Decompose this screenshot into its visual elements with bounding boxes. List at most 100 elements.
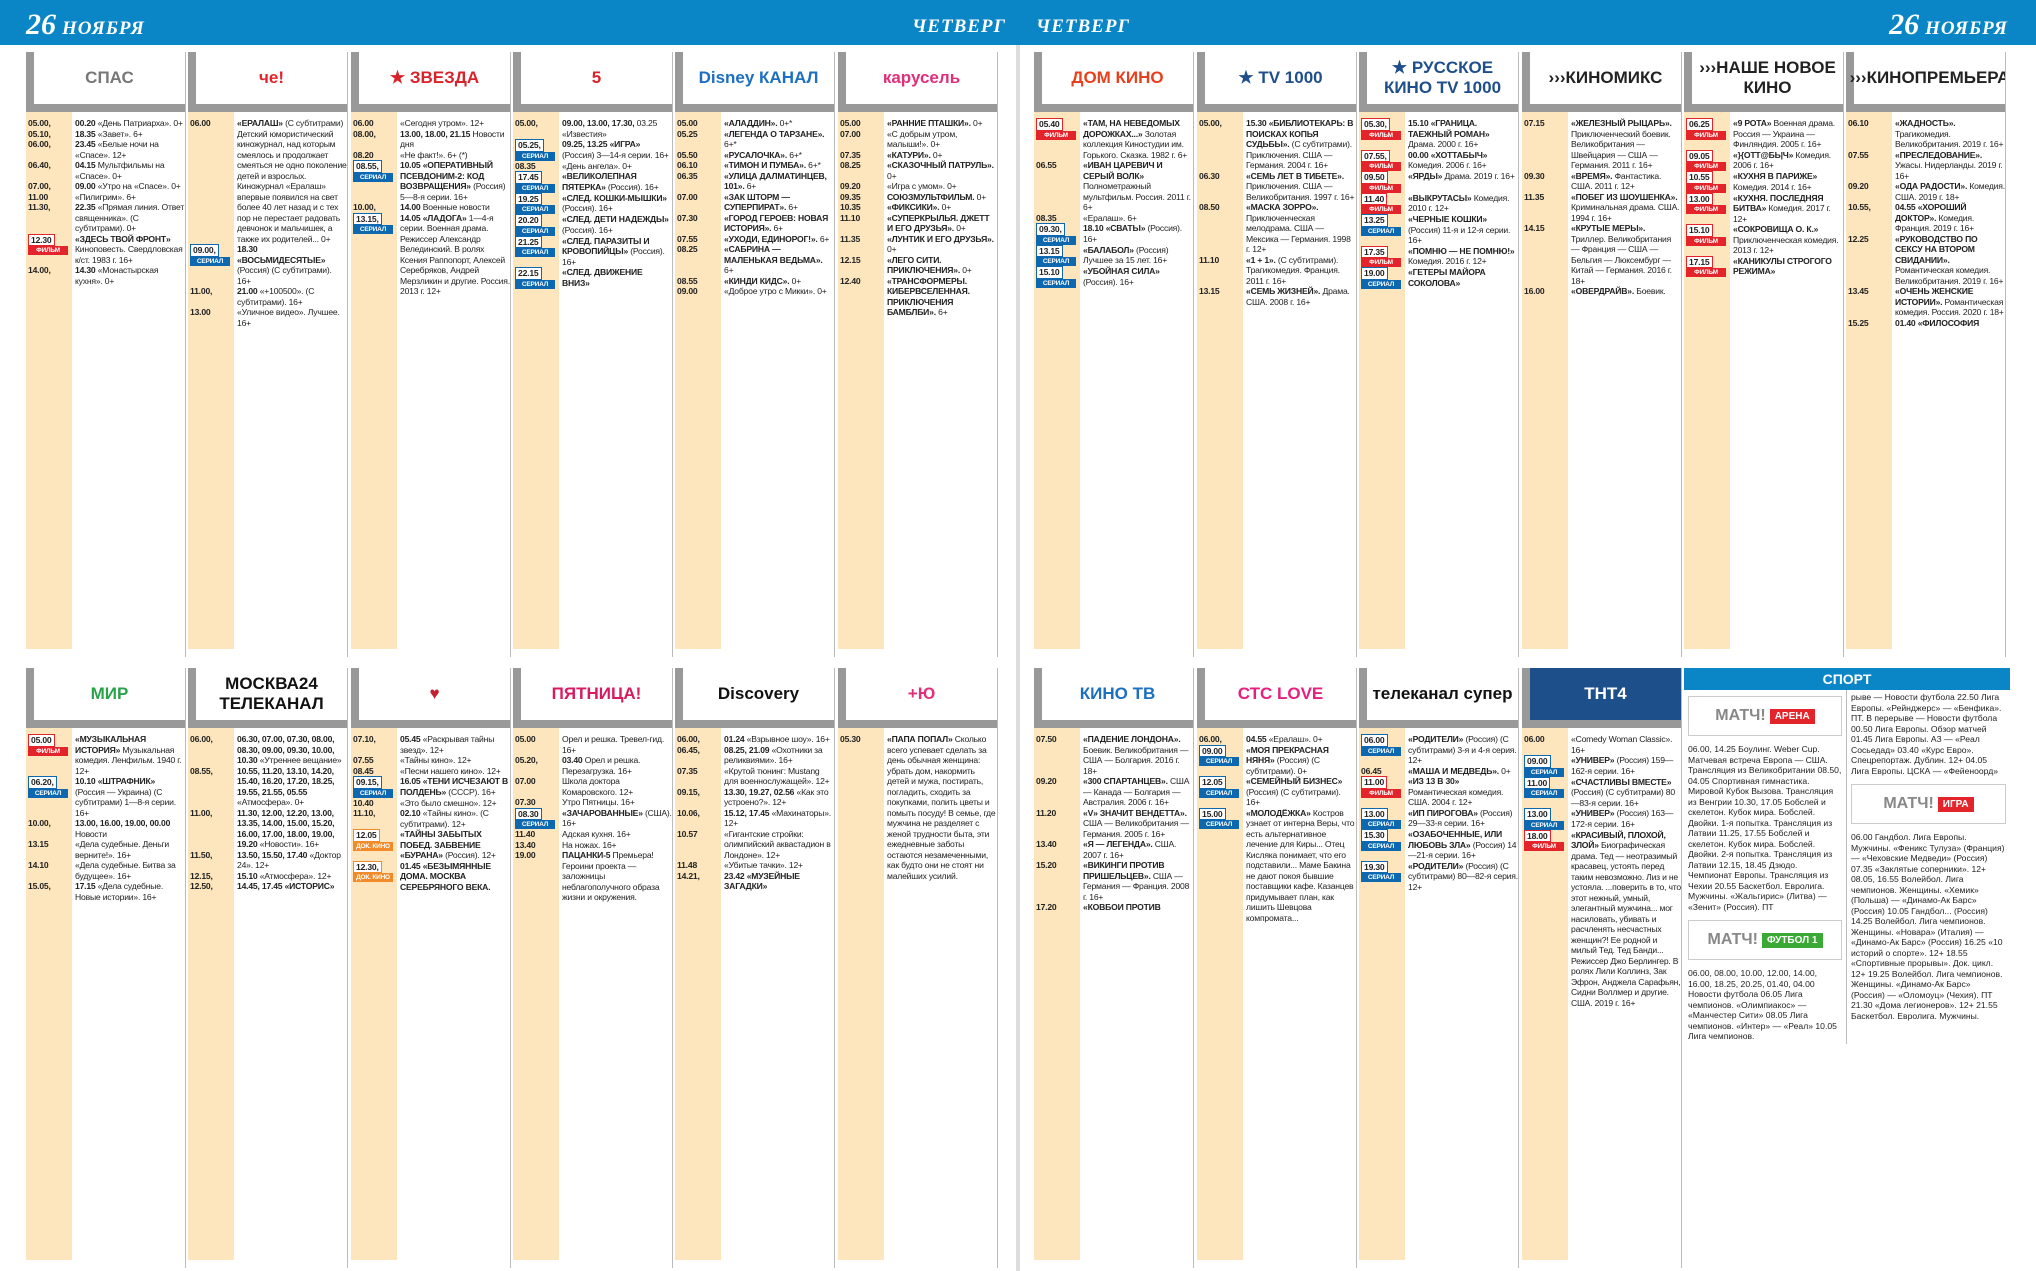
program-row: 05.10, 18.35 «Завет». 6+ <box>26 129 185 140</box>
badge-serial: СЕРИАЛ <box>515 151 555 161</box>
badge-serial: СЕРИАЛ <box>515 205 555 214</box>
program-info: 21.00 «+100500». (С субтитрами). 16+ <box>234 286 347 307</box>
program-info: 04.55 «Ералаш». 0+ <box>1243 734 1356 745</box>
badge-serial: СЕРИАЛ <box>1036 278 1076 288</box>
program-row: 12.30, ДОК. КИНО 01.45 «БЕЗЫМЯННЫЕ ДОМА. М… <box>351 860 510 893</box>
program-row: 05.40 ФИЛЬМ «ТАМ, НА НЕВЕДОМЫХ ДОРОЖКАХ...… <box>1034 118 1193 160</box>
program-time: 07.50 <box>1034 734 1080 776</box>
program-description: 0+ <box>941 202 952 212</box>
badge-film: ФИЛЬМ <box>28 246 68 255</box>
program-info: 09.00, 13.00, 17.30, 03.25 «Известия» <box>559 118 672 139</box>
program-description: 1—4-я серии. Военная драма. Режиссер Але… <box>400 212 510 297</box>
match-futbol-logo: МАТЧ! ФУТБОЛ 1 <box>1688 920 1842 960</box>
program-title: СОЮЗМУЛЬТФИЛЬМ. <box>887 191 975 202</box>
program-time: 08.50 <box>1197 202 1243 255</box>
channel-listing: 06.00 «Сегодня утром». 12+ 08.00, 13.00, 1… <box>351 112 510 649</box>
badge-film: ФИЛЬМ <box>1524 842 1564 851</box>
program-row: 11.00, 11.30, 12.00, 12.20, 13.00, 13.35,… <box>188 808 347 850</box>
program-title: 18.30 «ВОСЬМИДЕСЯТЫЕ» <box>237 244 326 265</box>
program-title: «ТАЙНЫ ЗАБЫТЫХ ПОБЕД. ЗАБВЕНИЕ «БУРАНА» <box>400 829 482 860</box>
program-description: Комедия. Франция. 2019 г. 16+ <box>1895 212 1975 234</box>
program-title: «ГОРОД ГЕРОЕВ: НОВАЯ ИСТОРИЯ». <box>724 212 829 234</box>
program-time: 06.00 <box>188 118 234 244</box>
program-info: «КОВБОИ ПРОТИВ <box>1080 902 1193 913</box>
program-info: «V» ЗНАЧИТ ВЕНДЕТТА». США — Великобритан… <box>1080 808 1193 840</box>
program-row: 09.00 СЕРИАЛ «УНИВЕР» (Россия) 159—162-я с… <box>1522 755 1681 777</box>
channel-listing: 05.00 ФИЛЬМ «МУЗЫКАЛЬНАЯ ИСТОРИЯ» Музыкаль… <box>26 728 185 1260</box>
program-time: 15.30 СЕРИАЛ <box>1359 829 1405 861</box>
match-arena-logo: МАТЧ! АРЕНА <box>1688 696 1842 736</box>
program-row: 08.45 «Песни нашего кино». 12+ <box>351 766 510 777</box>
time-text: 07.00, <box>28 181 51 191</box>
program-time: 07.00 <box>675 192 721 213</box>
program-time: 11.20 <box>1034 808 1080 840</box>
program-info: «УХОДИ, ЕДИНОРОГ!». 6+ <box>721 234 834 245</box>
program-title: «ПАПА ПОПАЛ» <box>887 734 953 744</box>
program-info: «КУХНЯ. ПОСЛЕДНЯЯ БИТВА» Комедия. 2017 г… <box>1730 193 1843 225</box>
program-info: «РУСАЛОЧКА». 6+* <box>721 150 834 161</box>
program-title: «РУКОВОДСТВО ПО СЕКСУ НА ВТОРОМ СВИДАНИИ… <box>1895 233 1978 265</box>
program-info: 15.10 «Атмосфера». 12+ <box>234 871 347 882</box>
program-title: 05.45 <box>400 734 421 744</box>
program-description: «Утро на «Спасе». 0+ <box>97 181 181 191</box>
program-info: 15.30 «БИБЛИОТЕКАРЬ: В ПОИСКАХ КОПЬЯ СУД… <box>1243 118 1356 171</box>
time-text: 10.35 <box>840 202 861 212</box>
program-description: «Белые ночи на «Спасе». 12+ <box>75 139 159 160</box>
channel-listing: 05.00, 09.00, 13.00, 17.30, 03.25 «Извест… <box>513 112 672 649</box>
program-time: 15.25 <box>1846 318 1892 329</box>
program-time: 10.35 <box>838 202 884 213</box>
program-info: «БАЛАБОЛ» (Россия) Лучшее за 15 лет. 16+ <box>1080 245 1193 267</box>
program-title: 09.25, 13.25 «ИГРА» <box>562 139 641 149</box>
program-info: «ВЫКРУТАСЫ» Комедия. 2010 г. 12+ <box>1405 193 1518 215</box>
program-description: «День Патриарха». 0+ <box>97 118 183 128</box>
program-row: 17.15 ФИЛЬМ «КАНИКУЛЫ СТРОГОГО РЕЖИМА» <box>1684 255 1843 277</box>
time-text: 13.40 <box>1036 839 1057 849</box>
program-time: 09.05 ФИЛЬМ <box>1684 149 1730 171</box>
program-description: Новости дня <box>400 128 505 150</box>
program-info: «СЧАСТЛИВЫ ВМЕСТЕ» (Россия) (С субтитрам… <box>1568 777 1681 809</box>
program-time: 07.30 <box>513 797 559 808</box>
program-title: 09.00, 13.00, 17.30, <box>562 118 635 128</box>
program-description: Орел и решка. Перезагрузка. 16+ <box>562 755 641 776</box>
program-info: 10.05 «ОПЕРАТИВНЫЙ ПСЕВДОНИМ-2: КОД ВОЗВ… <box>397 160 510 202</box>
program-time: 15.05, <box>26 881 72 902</box>
program-description: Музыкальная комедия. Ленфильм. 1940 г. 1… <box>75 744 182 776</box>
program-time: 05.00, <box>1197 118 1243 171</box>
program-description: «+100500». (С субтитрами). 16+ <box>237 286 315 307</box>
time-text: 11.00 <box>28 191 49 202</box>
program-description: «Дела судебные. Деньги верните!». 16+ <box>75 839 170 860</box>
program-row: 15.30 СЕРИАЛ «ОЗАБОЧЕННЫЕ, ИЛИ ЛЮБОВЬ ЗЛА»… <box>1359 829 1518 861</box>
program-description: 0+ <box>962 265 972 275</box>
channel-logo: Discovery <box>675 668 834 728</box>
time-text: 19.00 <box>515 850 536 860</box>
badge-film: ФИЛЬМ <box>1686 205 1726 214</box>
program-info: «ЖАДНОСТЬ». Трагикомедия. Великобритания… <box>1892 118 2005 150</box>
program-info: «УЛИЦА ДАЛМАТИНЦЕВ, 101». 6+ <box>721 171 834 192</box>
program-row: 09.20 «ОДА РАДОСТИ». Комедия. США. 2019 г… <box>1846 181 2005 202</box>
program-row: 19.00 СЕРИАЛ «ГЕТЕРЫ МАЙОРА СОКОЛОВА» <box>1359 267 1518 289</box>
time-box: 09.30, <box>1036 223 1065 236</box>
program-time: 13.00 ФИЛЬМ <box>1684 192 1730 225</box>
header-bar-left: 26 НОЯБРЯ ЧЕТВЕРГ <box>0 0 1018 45</box>
program-info: «КРУТЫЕ МЕРЫ». Триллер. Великобритания —… <box>1568 223 1681 286</box>
badge-film: ФИЛЬМ <box>1686 162 1726 171</box>
program-row: 13.45 «ОЧЕНЬ ЖЕНСКИЕ ИСТОРИИ». Романтичес… <box>1846 286 2005 318</box>
time-text: 06.00 <box>190 118 211 128</box>
program-info: 13.50, 15.50, 17.40 «Доктор 24». 12+ <box>234 850 347 871</box>
program-description: «Ералаш». 6+ <box>1083 212 1137 223</box>
channel-listing: 06.00, 06.30, 07.00, 07.30, 08.00, 08.30,… <box>188 728 347 1260</box>
program-title: «ИВАН ЦАРЕВИЧ И СЕРЫЙ ВОЛК» <box>1083 160 1163 181</box>
program-title: «САБРИНА — МАЛЕНЬКАЯ ВЕДЬМА». <box>724 244 823 265</box>
program-title: 10.10 «ШТРАФНИК» <box>75 776 156 786</box>
program-info: «ФИКСИКИ». 0+ <box>884 202 997 213</box>
time-text: 09.35 <box>840 191 861 202</box>
time-text: 06.00 <box>353 118 374 128</box>
program-title: «РУСАЛОЧКА». <box>724 149 788 160</box>
program-title: «ПОМНЮ — НЕ ПОМНЮ!» <box>1408 245 1515 256</box>
time-box: 12.05 <box>1199 776 1226 789</box>
match-igra-logo: МАТЧ! ИГРА <box>1851 784 2006 824</box>
program-time: 05.10, <box>26 129 72 140</box>
time-text: 05.30 <box>840 734 861 744</box>
program-info: «МАСКА ЗОРРО». Приключенческая мелодрама… <box>1243 202 1356 255</box>
program-info: «ВИКИНГИ ПРОТИВ ПРИШЕЛЬЦЕВ». США — Герма… <box>1080 860 1193 902</box>
